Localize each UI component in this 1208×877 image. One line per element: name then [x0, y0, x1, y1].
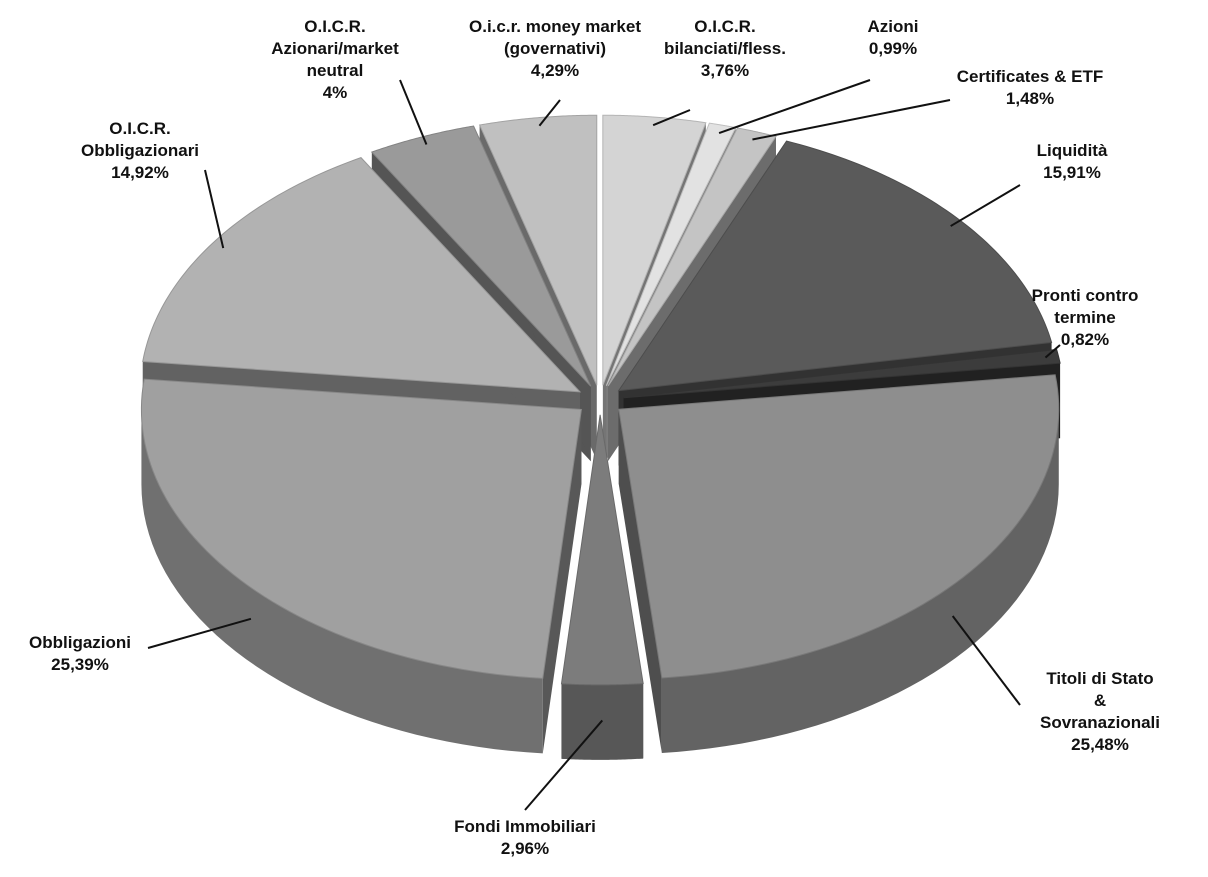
- leader-line: [652, 109, 691, 127]
- slice-top: [607, 127, 777, 387]
- slice-label: Liquidità 15,91%: [1037, 140, 1108, 184]
- percent: 25,39%: [51, 655, 109, 674]
- percent: 3,76%: [700, 61, 750, 80]
- percent: 1,48%: [1005, 89, 1055, 108]
- slice-wall: [618, 409, 662, 753]
- slice-label: Pronti contro termine 0,82%: [1024, 285, 1147, 351]
- slice: [618, 374, 1060, 753]
- category: Fondi Immobiliari: [454, 817, 596, 836]
- slice-side: [141, 409, 543, 754]
- category: O.I.C.R. Azionari/market neutral: [271, 17, 399, 80]
- slice-top: [602, 114, 707, 386]
- slice-top: [140, 378, 582, 679]
- category: Certificates & ETF: [956, 67, 1104, 86]
- leader-line: [147, 617, 252, 649]
- percent: 2,96%: [500, 839, 550, 858]
- leader-line: [538, 99, 561, 127]
- slice-label: Azioni 0,99%: [868, 16, 919, 60]
- percent: 0,99%: [868, 39, 918, 58]
- category: O.i.c.r. money market (governativi): [469, 17, 641, 58]
- slice-top: [142, 157, 582, 393]
- slice-label: O.i.c.r. money market (governativi) 4,29%: [469, 16, 641, 82]
- slice-top: [370, 125, 592, 387]
- slice-top: [618, 374, 1060, 679]
- slice-top: [623, 348, 1061, 399]
- leader-line: [950, 184, 1021, 227]
- slice-side: [661, 409, 1059, 753]
- percent: 25,48%: [1071, 735, 1129, 754]
- leader-line: [752, 99, 951, 141]
- percent: 14,92%: [111, 163, 169, 182]
- slice-label: Fondi Immobiliari 2,96%: [454, 816, 596, 860]
- leader-line: [204, 169, 225, 249]
- percent: 4%: [322, 83, 348, 102]
- percent: 0,82%: [1060, 330, 1110, 349]
- category: Liquidità: [1036, 141, 1108, 160]
- slice: [140, 378, 582, 754]
- leader-line: [399, 79, 428, 145]
- percent: 4,29%: [530, 61, 580, 80]
- leader-line: [951, 615, 1021, 706]
- category: Pronti contro termine: [1031, 286, 1139, 327]
- slice-wall: [542, 409, 582, 754]
- slice-label: O.I.C.R. Azionari/market neutral 4%: [271, 16, 399, 104]
- slice-label: Certificates & ETF 1,48%: [957, 66, 1103, 110]
- slice-label: Titoli di Stato & Sovranazionali 25,48%: [1040, 668, 1160, 756]
- leader-line: [524, 719, 604, 811]
- category: Obbligazioni: [29, 633, 131, 652]
- category: O.I.C.R. bilanciati/fless.: [664, 17, 786, 58]
- category: Titoli di Stato & Sovranazionali: [1040, 669, 1160, 732]
- slice-top: [560, 414, 644, 686]
- leader-line: [718, 79, 871, 134]
- leader-line: [1044, 344, 1061, 359]
- slice-label: Obbligazioni 25,39%: [29, 632, 131, 676]
- category: O.I.C.R. Obbligazionari: [80, 119, 200, 160]
- slice-top: [605, 122, 737, 386]
- percent: 15,91%: [1043, 163, 1101, 182]
- slice-label: O.I.C.R. Obbligazionari 14,92%: [81, 118, 199, 184]
- slice-top: [478, 114, 598, 386]
- slice-label: O.I.C.R. bilanciati/fless. 3,76%: [664, 16, 786, 82]
- category: Azioni: [867, 17, 919, 36]
